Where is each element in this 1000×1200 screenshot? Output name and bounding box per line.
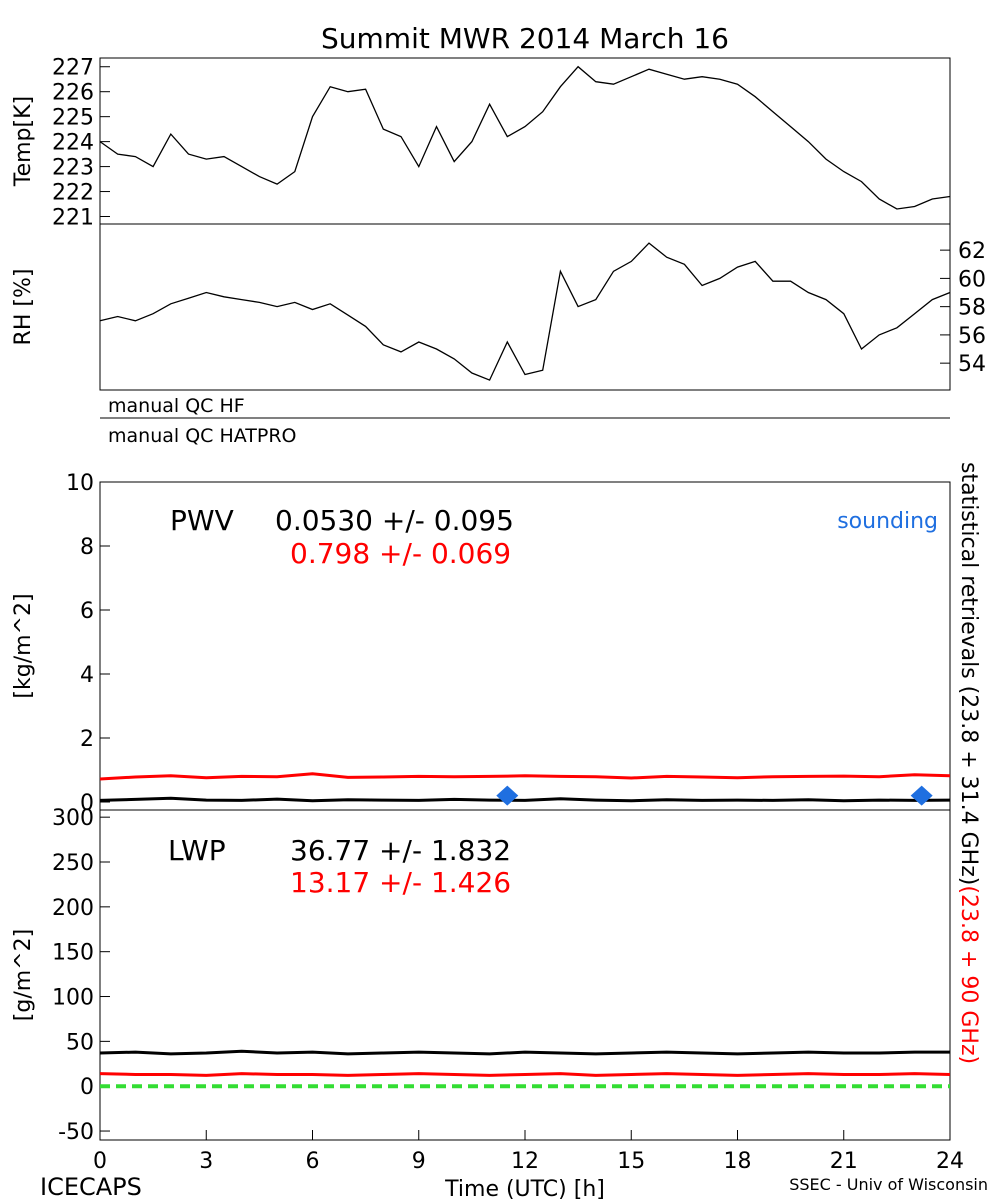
y-tick-label: 0: [80, 1075, 94, 1100]
y-tick-label: 8: [80, 535, 94, 560]
y-tick-label: 250: [52, 851, 94, 876]
title: Summit MWR 2014 March 16: [321, 22, 729, 55]
x-tick-label: 12: [511, 1149, 539, 1174]
x-tick-label: 15: [617, 1149, 645, 1174]
annotation: 36.77 +/- 1.832: [290, 834, 511, 867]
y-axis-label: [kg/m^2]: [11, 593, 36, 698]
y-tick-label: 10: [66, 471, 94, 496]
series-line: [99, 1072, 951, 1077]
side-label-red: (23.8 + 90 GHz): [956, 885, 981, 1064]
sounding-marker: [496, 785, 519, 806]
annotation: 13.17 +/- 1.426: [290, 866, 511, 899]
y-tick-label: 222: [52, 181, 94, 206]
side-label: statistical retrievals (23.8 + 31.4 GHz)…: [956, 462, 981, 1064]
y-tick-label: 221: [52, 206, 94, 231]
x-tick-label: 21: [830, 1149, 858, 1174]
y-tick-label: 56: [958, 324, 986, 349]
footer-left: ICECAPS: [40, 1173, 142, 1200]
legend-entry: sounding: [837, 509, 938, 534]
y-axis-label: Temp[K]: [11, 96, 36, 187]
y-tick-label: 223: [52, 156, 94, 181]
x-tick-label: 18: [724, 1149, 752, 1174]
y-tick-label: 225: [52, 106, 94, 131]
y-tick-label: 2: [80, 727, 94, 752]
y-tick-label: 62: [958, 239, 986, 264]
y-tick-label: 300: [52, 806, 94, 831]
series-line: [99, 772, 951, 781]
y-tick-label: 4: [80, 663, 94, 688]
y-tick-label: 6: [80, 599, 94, 624]
sounding-marker: [910, 785, 933, 806]
x-tick-label: 0: [93, 1149, 107, 1174]
annotation: 0.798 +/- 0.069: [290, 537, 511, 570]
x-tick-label: 6: [306, 1149, 320, 1174]
x-tick-label: 24: [936, 1149, 964, 1174]
y-tick-label: -50: [58, 1120, 94, 1145]
annotation: LWP: [168, 834, 226, 867]
footer-right: SSEC - Univ of Wisconsin: [789, 1175, 988, 1194]
series-line: [99, 65, 951, 210]
series-line: [99, 1049, 950, 1056]
y-tick-label: 226: [52, 81, 94, 106]
y-tick-label: 100: [52, 986, 94, 1011]
y-tick-label: 224: [52, 131, 94, 156]
series-line: [99, 796, 951, 803]
y-tick-label: 227: [52, 56, 94, 81]
y-tick-label: 60: [958, 267, 986, 292]
y-tick-label: 54: [958, 352, 986, 377]
x-tick-label: 9: [412, 1149, 426, 1174]
qc-row: manual QC HATPRO: [108, 425, 297, 447]
annotation: 0.0530 +/- 0.095: [275, 504, 514, 537]
y-axis-label: [g/m^2]: [11, 929, 36, 1021]
annotation: PWV: [170, 504, 234, 537]
y-tick-label: 58: [958, 296, 986, 321]
y-tick-label: 50: [66, 1030, 94, 1055]
y-tick-label: 150: [52, 941, 94, 966]
x-tick-label: 3: [199, 1149, 213, 1174]
y-tick-label: 0: [80, 791, 94, 816]
qc-row: manual QC HF: [108, 395, 245, 417]
series-line: [99, 242, 951, 381]
y-axis-label: RH [%]: [11, 269, 36, 346]
x-axis-label: Time (UTC) [h]: [444, 1177, 605, 1200]
y-tick-label: 200: [52, 896, 94, 921]
side-label-black: statistical retrievals (23.8 + 31.4 GHz): [956, 462, 981, 885]
